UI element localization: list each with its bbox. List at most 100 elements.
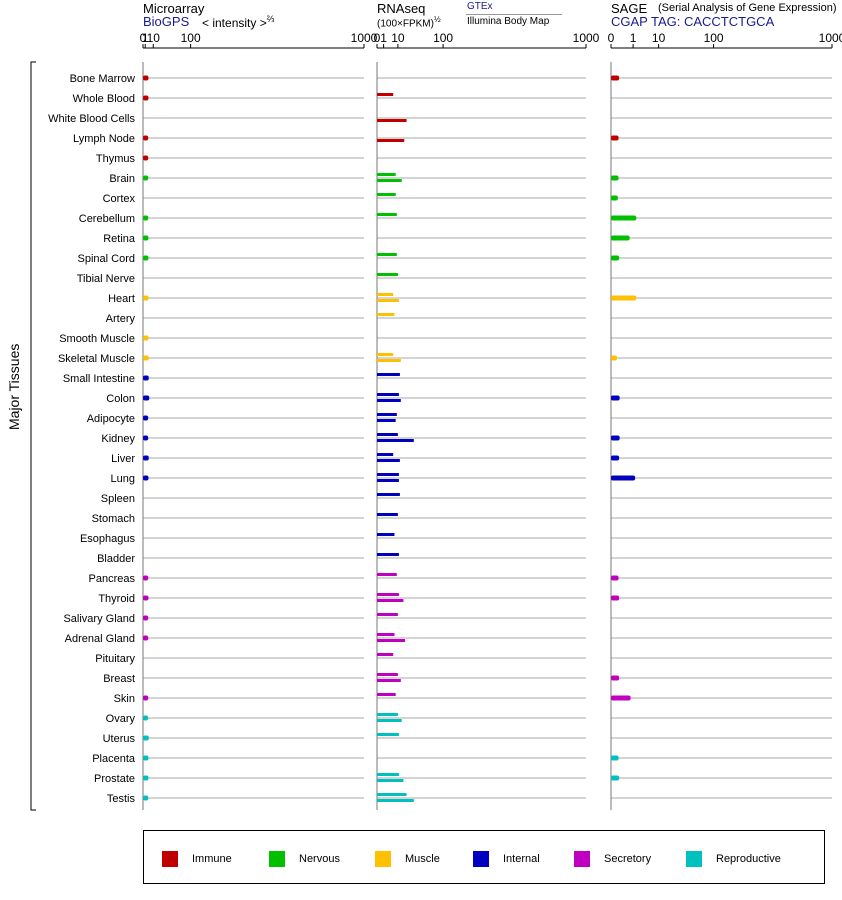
category-label: Bone Marrow: [70, 73, 135, 85]
category-label: Breast: [103, 673, 135, 685]
rnaseq-bar: [377, 513, 398, 516]
microarray-bar: [143, 735, 149, 741]
sage-bar: [611, 455, 620, 461]
rnaseq-bar: [377, 459, 400, 462]
microarray-bar: [143, 295, 149, 301]
rnaseq-tick-label: 1000: [573, 31, 600, 45]
rnaseq-bar: [377, 313, 395, 316]
legend-item-immune: Immune: [162, 851, 232, 867]
sage-bar: [611, 755, 619, 761]
microarray-bar: [143, 335, 149, 341]
major-tissues-bracket: [30, 61, 36, 811]
rnaseq-bar: [377, 633, 395, 636]
rnaseq-bar: [377, 453, 394, 456]
category-label: Brain: [109, 173, 135, 185]
sage-bar: [611, 435, 620, 441]
category-label: Colon: [106, 393, 135, 405]
category-label: Cerebellum: [79, 213, 135, 225]
rnaseq-bar: [377, 793, 407, 796]
microarray-bar: [143, 435, 149, 441]
sage-bar: [611, 575, 619, 581]
rnaseq-bar: [377, 733, 399, 736]
rnaseq-bar: [377, 613, 398, 616]
rnaseq-bar: [377, 399, 401, 402]
category-label: Pituitary: [95, 653, 135, 665]
rnaseq-bar: [377, 373, 400, 376]
legend-label-immune: Immune: [192, 853, 232, 865]
microarray-bar: [143, 175, 149, 181]
category-label: Artery: [106, 313, 136, 325]
microarray-bar: [143, 255, 149, 261]
microarray-bar: [143, 455, 149, 461]
rnaseq-source-divider: [466, 14, 562, 15]
legend-label-nervous: Nervous: [299, 853, 340, 865]
microarray-bar: [143, 475, 149, 481]
microarray-bar: [143, 235, 149, 241]
rnaseq-unit-exponent: ½: [433, 15, 441, 24]
category-label: Spinal Cord: [78, 253, 135, 265]
legend-item-muscle: Muscle: [375, 851, 440, 867]
rnaseq-tick-label: 100: [433, 31, 453, 45]
microarray-subtitle: BioGPS: [143, 14, 190, 29]
sage-tick-label: 1000: [819, 31, 842, 45]
category-label: Adipocyte: [87, 413, 135, 425]
legend-swatch-muscle: [375, 851, 391, 867]
sage-subtitle: CGAP TAG: CACCTCTGCA: [611, 14, 775, 29]
category-label: Esophagus: [80, 533, 136, 545]
category-label: Small Intestine: [63, 373, 135, 385]
microarray-bar: [143, 695, 149, 701]
legend-swatch-nervous: [269, 851, 285, 867]
category-label: Spleen: [101, 493, 135, 505]
legend-label-reproductive: Reproductive: [716, 853, 781, 865]
rnaseq-bar: [377, 413, 397, 416]
sage-bar: [611, 595, 620, 601]
rnaseq-unit: (100×FPKM)½: [377, 15, 441, 30]
sage-bar: [611, 295, 637, 301]
microarray-bar: [143, 755, 149, 761]
sage-bar: [611, 775, 620, 781]
category-label: Stomach: [92, 513, 135, 525]
rnaseq-bar: [377, 693, 396, 696]
legend-item-internal: Internal: [473, 851, 540, 867]
rnaseq-bar: [377, 673, 398, 676]
rnaseq-bar: [377, 139, 405, 142]
sage-bar: [611, 675, 620, 681]
category-label: Testis: [107, 793, 136, 805]
sage-bar: [611, 395, 620, 401]
category-label: Lymph Node: [73, 133, 135, 145]
rnaseq-title: RNAseq: [377, 1, 426, 16]
legend-swatch-immune: [162, 851, 178, 867]
rnaseq-bar: [377, 293, 394, 296]
legend-label-secretory: Secretory: [604, 853, 652, 865]
rnaseq-bar: [377, 493, 400, 496]
rnaseq-bar: [377, 799, 414, 802]
microarray-bar: [143, 575, 149, 581]
rnaseq-bar: [377, 479, 399, 482]
category-label: Uterus: [103, 733, 136, 745]
microarray-bar: [143, 95, 149, 101]
rnaseq-bar: [377, 393, 399, 396]
microarray-tick-label: 100: [181, 31, 201, 45]
rnaseq-bar: [377, 773, 399, 776]
category-label: Thyroid: [98, 593, 135, 605]
category-label: White Blood Cells: [48, 113, 135, 125]
rnaseq-bar: [377, 93, 394, 96]
sage-bar: [611, 355, 617, 361]
rnaseq-source-illumina: Illumina Body Map: [467, 16, 550, 27]
microarray-bar: [143, 795, 149, 801]
rnaseq-tick-label: 1: [380, 31, 387, 45]
rnaseq-bar: [377, 173, 396, 176]
category-label: Whole Blood: [73, 93, 135, 105]
category-label: Lung: [111, 473, 135, 485]
rnaseq-bar: [377, 713, 398, 716]
category-label: Retina: [103, 233, 136, 245]
rnaseq-bar: [377, 679, 401, 682]
microarray-bar: [143, 775, 149, 781]
legend-item-secretory: Secretory: [574, 851, 651, 867]
microarray-bar: [143, 635, 149, 641]
rnaseq-bar: [377, 473, 399, 476]
category-label: Adrenal Gland: [65, 633, 135, 645]
microarray-bar: [143, 375, 149, 381]
microarray-bar: [143, 215, 149, 221]
